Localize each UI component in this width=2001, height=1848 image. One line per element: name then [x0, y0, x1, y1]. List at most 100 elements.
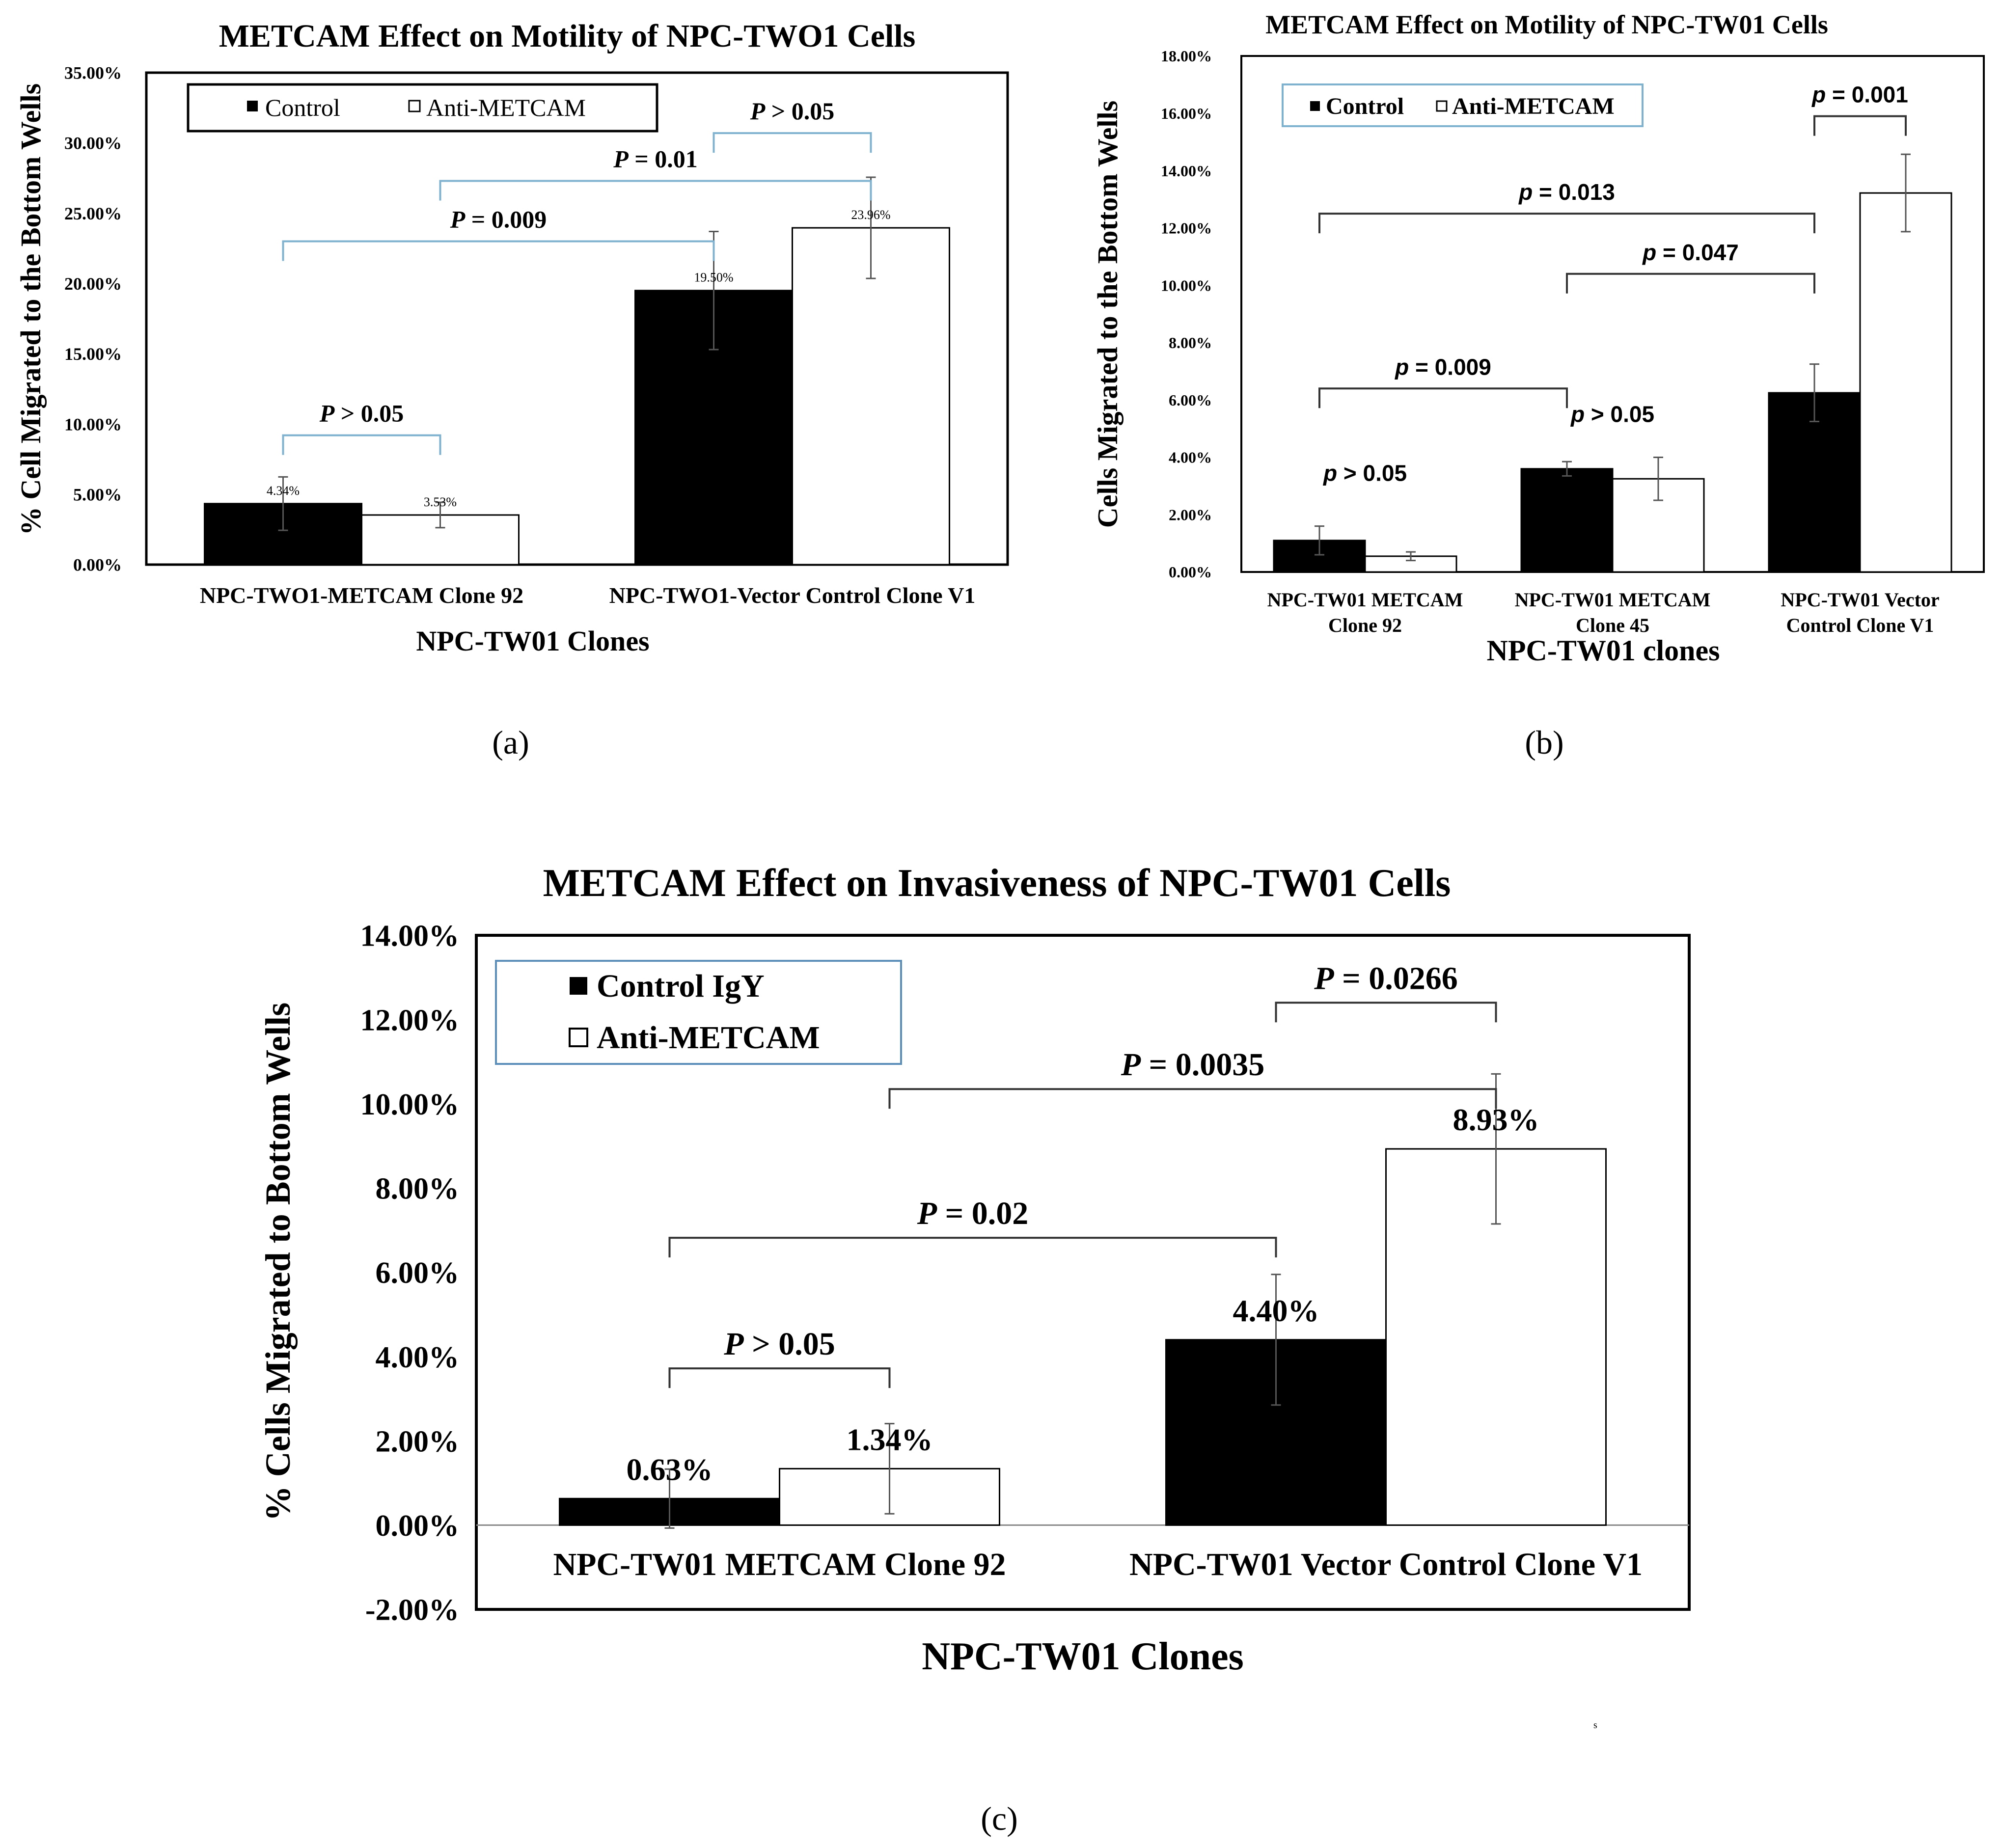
chart-b-legend-swatch-anti	[1436, 100, 1448, 112]
chart-c-y-tick-label: 6.00%	[376, 1256, 460, 1290]
chart-c-legend: Control IgY Anti-METCAM	[495, 960, 902, 1065]
chart-a-legend-swatch-anti	[408, 100, 421, 112]
chart-c-data-label: 1.34%	[847, 1422, 933, 1457]
chart-b-significance-value: > 0.05	[1337, 460, 1407, 486]
chart-b-significance-value: = 0.009	[1409, 354, 1491, 380]
chart-b-x-tick-label-line: NPC-TW01 METCAM	[1267, 589, 1463, 611]
chart-a-significance-label: P > 0.05	[750, 97, 835, 125]
chart-b-y-tick-label: 4.00%	[1169, 449, 1212, 466]
stray-mark: s	[1593, 1720, 1597, 1731]
chart-c-significance-bracket	[888, 1088, 1497, 1109]
chart-c-plot-frame	[475, 934, 1691, 1611]
chart-b-significance-value: = 0.013	[1533, 179, 1615, 205]
chart-a-y-tick-label: 15.00%	[64, 344, 122, 364]
chart-b-y-tick-label: 14.00%	[1161, 162, 1212, 180]
chart-c-x-tick-label: NPC-TW01 METCAM Clone 92	[553, 1547, 1006, 1582]
chart-c-significance-symbol: P	[917, 1196, 937, 1231]
chart-b-x-tick-label: NPC-TW01 METCAM Clone 45	[1515, 589, 1711, 636]
panel-label-a: (a)	[492, 724, 529, 761]
chart-a: METCAM Effect on Motility of NPC-TWO1 Ce…	[15, 18, 1009, 657]
chart-b-y-tick-label: 8.00%	[1169, 334, 1212, 352]
chart-a-significance-bracket	[282, 240, 715, 261]
chart-c-data-label: 0.63%	[627, 1452, 713, 1487]
panel-label-b: (b)	[1525, 724, 1563, 761]
chart-a-significance-value: > 0.05	[765, 97, 834, 125]
chart-a-x-tick-label: NPC-TWO1-METCAM Clone 92	[200, 583, 523, 608]
chart-a-x-tick-label: NPC-TWO1-Vector Control Clone V1	[609, 583, 976, 608]
chart-c-significance-label: P = 0.02	[917, 1196, 1028, 1231]
chart-a-x-tick-label-line: NPC-TWO1-METCAM Clone 92	[200, 583, 523, 608]
chart-b-significance-symbol: p	[1394, 354, 1409, 380]
chart-a-y-tick-label: 10.00%	[64, 414, 122, 434]
chart-c-x-tick-label: NPC-TW01 Vector Control Clone V1	[1129, 1547, 1643, 1582]
chart-c-significance-value: > 0.05	[744, 1326, 835, 1362]
chart-b-significance-label: p = 0.009	[1394, 354, 1491, 380]
chart-c-significance-bracket	[668, 1367, 891, 1388]
chart-b-y-tick-label: 0.00%	[1169, 563, 1212, 581]
chart-a-legend-swatch-control	[247, 101, 258, 111]
chart-b-significance-label: p = 0.047	[1642, 240, 1739, 265]
chart-a-significance-value: = 0.009	[465, 206, 547, 233]
chart-b-bar-control	[1520, 468, 1614, 573]
chart-a-x-axis-label: NPC-TW01 Clones	[416, 625, 649, 657]
chart-c-significance-label: P > 0.05	[723, 1326, 835, 1362]
chart-c-significance-bracket	[668, 1237, 1277, 1258]
chart-c-y-axis-label: % Cells Migrated to Bottom Wells	[258, 1003, 298, 1522]
chart-a-significance-value: = 0.01	[629, 145, 698, 172]
chart-b-x-axis-label: NPC-TW01 clones	[1487, 634, 1720, 667]
chart-c-y-tick-label: 10.00%	[360, 1088, 460, 1121]
chart-b: METCAM Effect on Motility of NPC-TW01 Ce…	[1092, 10, 1985, 667]
panel-label-c: (c)	[981, 1800, 1017, 1837]
chart-a-data-label: 4.34%	[267, 484, 300, 498]
chart-b-x-tick-label: NPC-TW01 METCAM Clone 92	[1267, 589, 1463, 636]
chart-c-y-tick-label: -2.00%	[365, 1594, 459, 1627]
chart-a-y-axis-label: % Cell Migrated to the Bottom Wells	[15, 83, 47, 535]
chart-c-y-tick-label: 14.00%	[360, 920, 460, 953]
chart-b-significance-symbol: p	[1322, 460, 1337, 486]
chart-b-significance-bracket	[1318, 387, 1568, 408]
chart-c-x-tick-label-line: NPC-TW01 Vector Control Clone V1	[1129, 1547, 1643, 1582]
chart-a-significance-label: P > 0.05	[319, 400, 404, 427]
chart-b-significance-symbol: p	[1811, 82, 1826, 108]
chart-b-legend-swatch-control	[1310, 101, 1320, 111]
chart-b-significance-symbol: p	[1518, 179, 1533, 205]
chart-a-legend: Control Anti-METCAM	[187, 83, 658, 133]
chart-b-y-axis-label: Cells Migrated to the Bottom Wells	[1092, 101, 1124, 528]
chart-a-significance-symbol: P	[319, 400, 335, 427]
chart-b-bar-control	[1768, 392, 1861, 573]
chart-b-legend-box	[1282, 83, 1644, 127]
chart-a-y-tick-label: 5.00%	[73, 485, 122, 504]
chart-b-y-tick-label: 18.00%	[1161, 47, 1212, 65]
chart-b-y-tick-label: 16.00%	[1161, 105, 1212, 122]
chart-b-legend: Control Anti-METCAM	[1282, 83, 1644, 127]
chart-a-legend-label-control: Control	[265, 94, 340, 121]
chart-b-x-tick-label-line: Clone 92	[1328, 614, 1402, 636]
chart-b-significance-bracket	[1566, 272, 1815, 294]
chart-a-y-tick-label: 25.00%	[64, 204, 122, 223]
chart-a-significance-symbol: P	[613, 145, 629, 172]
chart-b-significance-symbol: p	[1570, 402, 1585, 427]
chart-c-significance-value: = 0.02	[937, 1196, 1028, 1231]
chart-c-significance-symbol: P	[1314, 960, 1334, 996]
chart-b-significance-bracket	[1813, 115, 1907, 136]
chart-c-significance-label: P = 0.0266	[1314, 960, 1457, 996]
chart-b-y-tick-label: 6.00%	[1169, 391, 1212, 409]
chart-c-x-axis-label: NPC-TW01 Clones	[922, 1635, 1244, 1678]
chart-a-significance-label: P = 0.009	[450, 206, 547, 233]
chart-b-x-tick-label: NPC-TW01 Vector Control Clone V1	[1781, 589, 1939, 636]
chart-a-significance-bracket	[713, 132, 872, 153]
chart-b-significance-label: p > 0.05	[1322, 460, 1407, 486]
chart-b-bar-anti	[1364, 555, 1457, 573]
chart-a-legend-label-anti: Anti-METCAM	[426, 94, 586, 121]
chart-a-title: METCAM Effect on Motility of NPC-TWO1 Ce…	[219, 18, 916, 54]
chart-c-legend-swatch-anti	[569, 1028, 588, 1047]
chart-a-significance-label: P = 0.01	[613, 145, 698, 172]
chart-b-significance-value: = 0.001	[1826, 82, 1908, 108]
chart-c-legend-swatch-control	[570, 977, 587, 995]
chart-c-y-tick-label: 12.00%	[360, 1004, 460, 1037]
chart-b-legend-label-control: Control	[1326, 93, 1404, 119]
chart-b-x-tick-label-line: Clone 45	[1576, 614, 1649, 636]
chart-b-legend-label-anti: Anti-METCAM	[1452, 93, 1615, 119]
chart-a-y-tick-label: 0.00%	[73, 555, 122, 575]
